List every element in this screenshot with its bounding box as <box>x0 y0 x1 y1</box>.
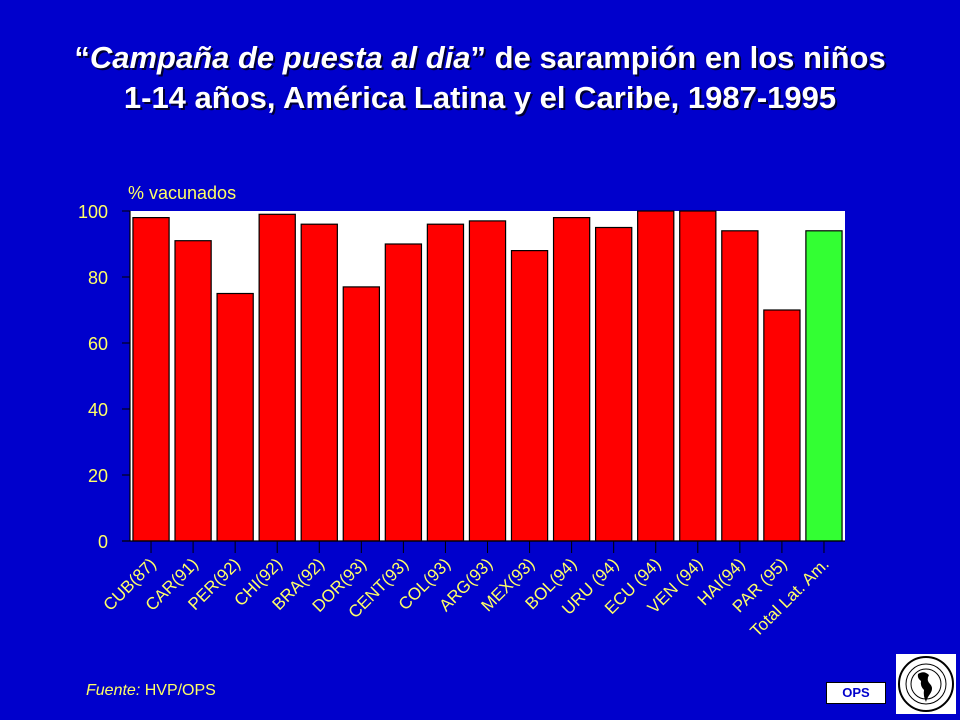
bar <box>216 292 254 542</box>
bar <box>763 309 801 542</box>
bar <box>637 210 675 542</box>
title-line-2: 1-14 años, América Latina y el Caribe, 1… <box>123 80 837 115</box>
y-tick-label: 20 <box>88 466 108 486</box>
ops-label: OPS <box>826 682 886 704</box>
y-tick-label: 80 <box>88 268 108 288</box>
bar <box>342 286 381 542</box>
y-tick-label: 100 <box>78 202 108 222</box>
bar <box>468 220 507 542</box>
bar <box>258 213 296 542</box>
y-tick-label: 40 <box>88 400 108 420</box>
title-line-1: “Campaña de puesta al dia” de sarampión … <box>74 40 886 75</box>
chart-title: “Campaña de puesta al dia” de sarampión … <box>0 38 960 118</box>
bar <box>132 217 170 542</box>
bar <box>805 230 843 542</box>
source-note: Fuente: HVP/OPS <box>86 682 216 699</box>
bar <box>384 243 423 542</box>
bar <box>174 240 212 542</box>
bar <box>594 226 633 542</box>
campaign-name: Campaña de puesta al dia <box>89 40 471 75</box>
bar <box>300 223 338 542</box>
y-tick-label: 60 <box>88 334 108 354</box>
paho-globe-icon <box>896 654 956 714</box>
y-tick-label: 0 <box>98 532 108 552</box>
bar <box>510 250 549 542</box>
bar <box>426 223 465 542</box>
bar <box>552 217 591 542</box>
bar <box>721 230 759 542</box>
y-axis-label: % vacunados <box>128 183 236 203</box>
bar <box>679 210 717 542</box>
